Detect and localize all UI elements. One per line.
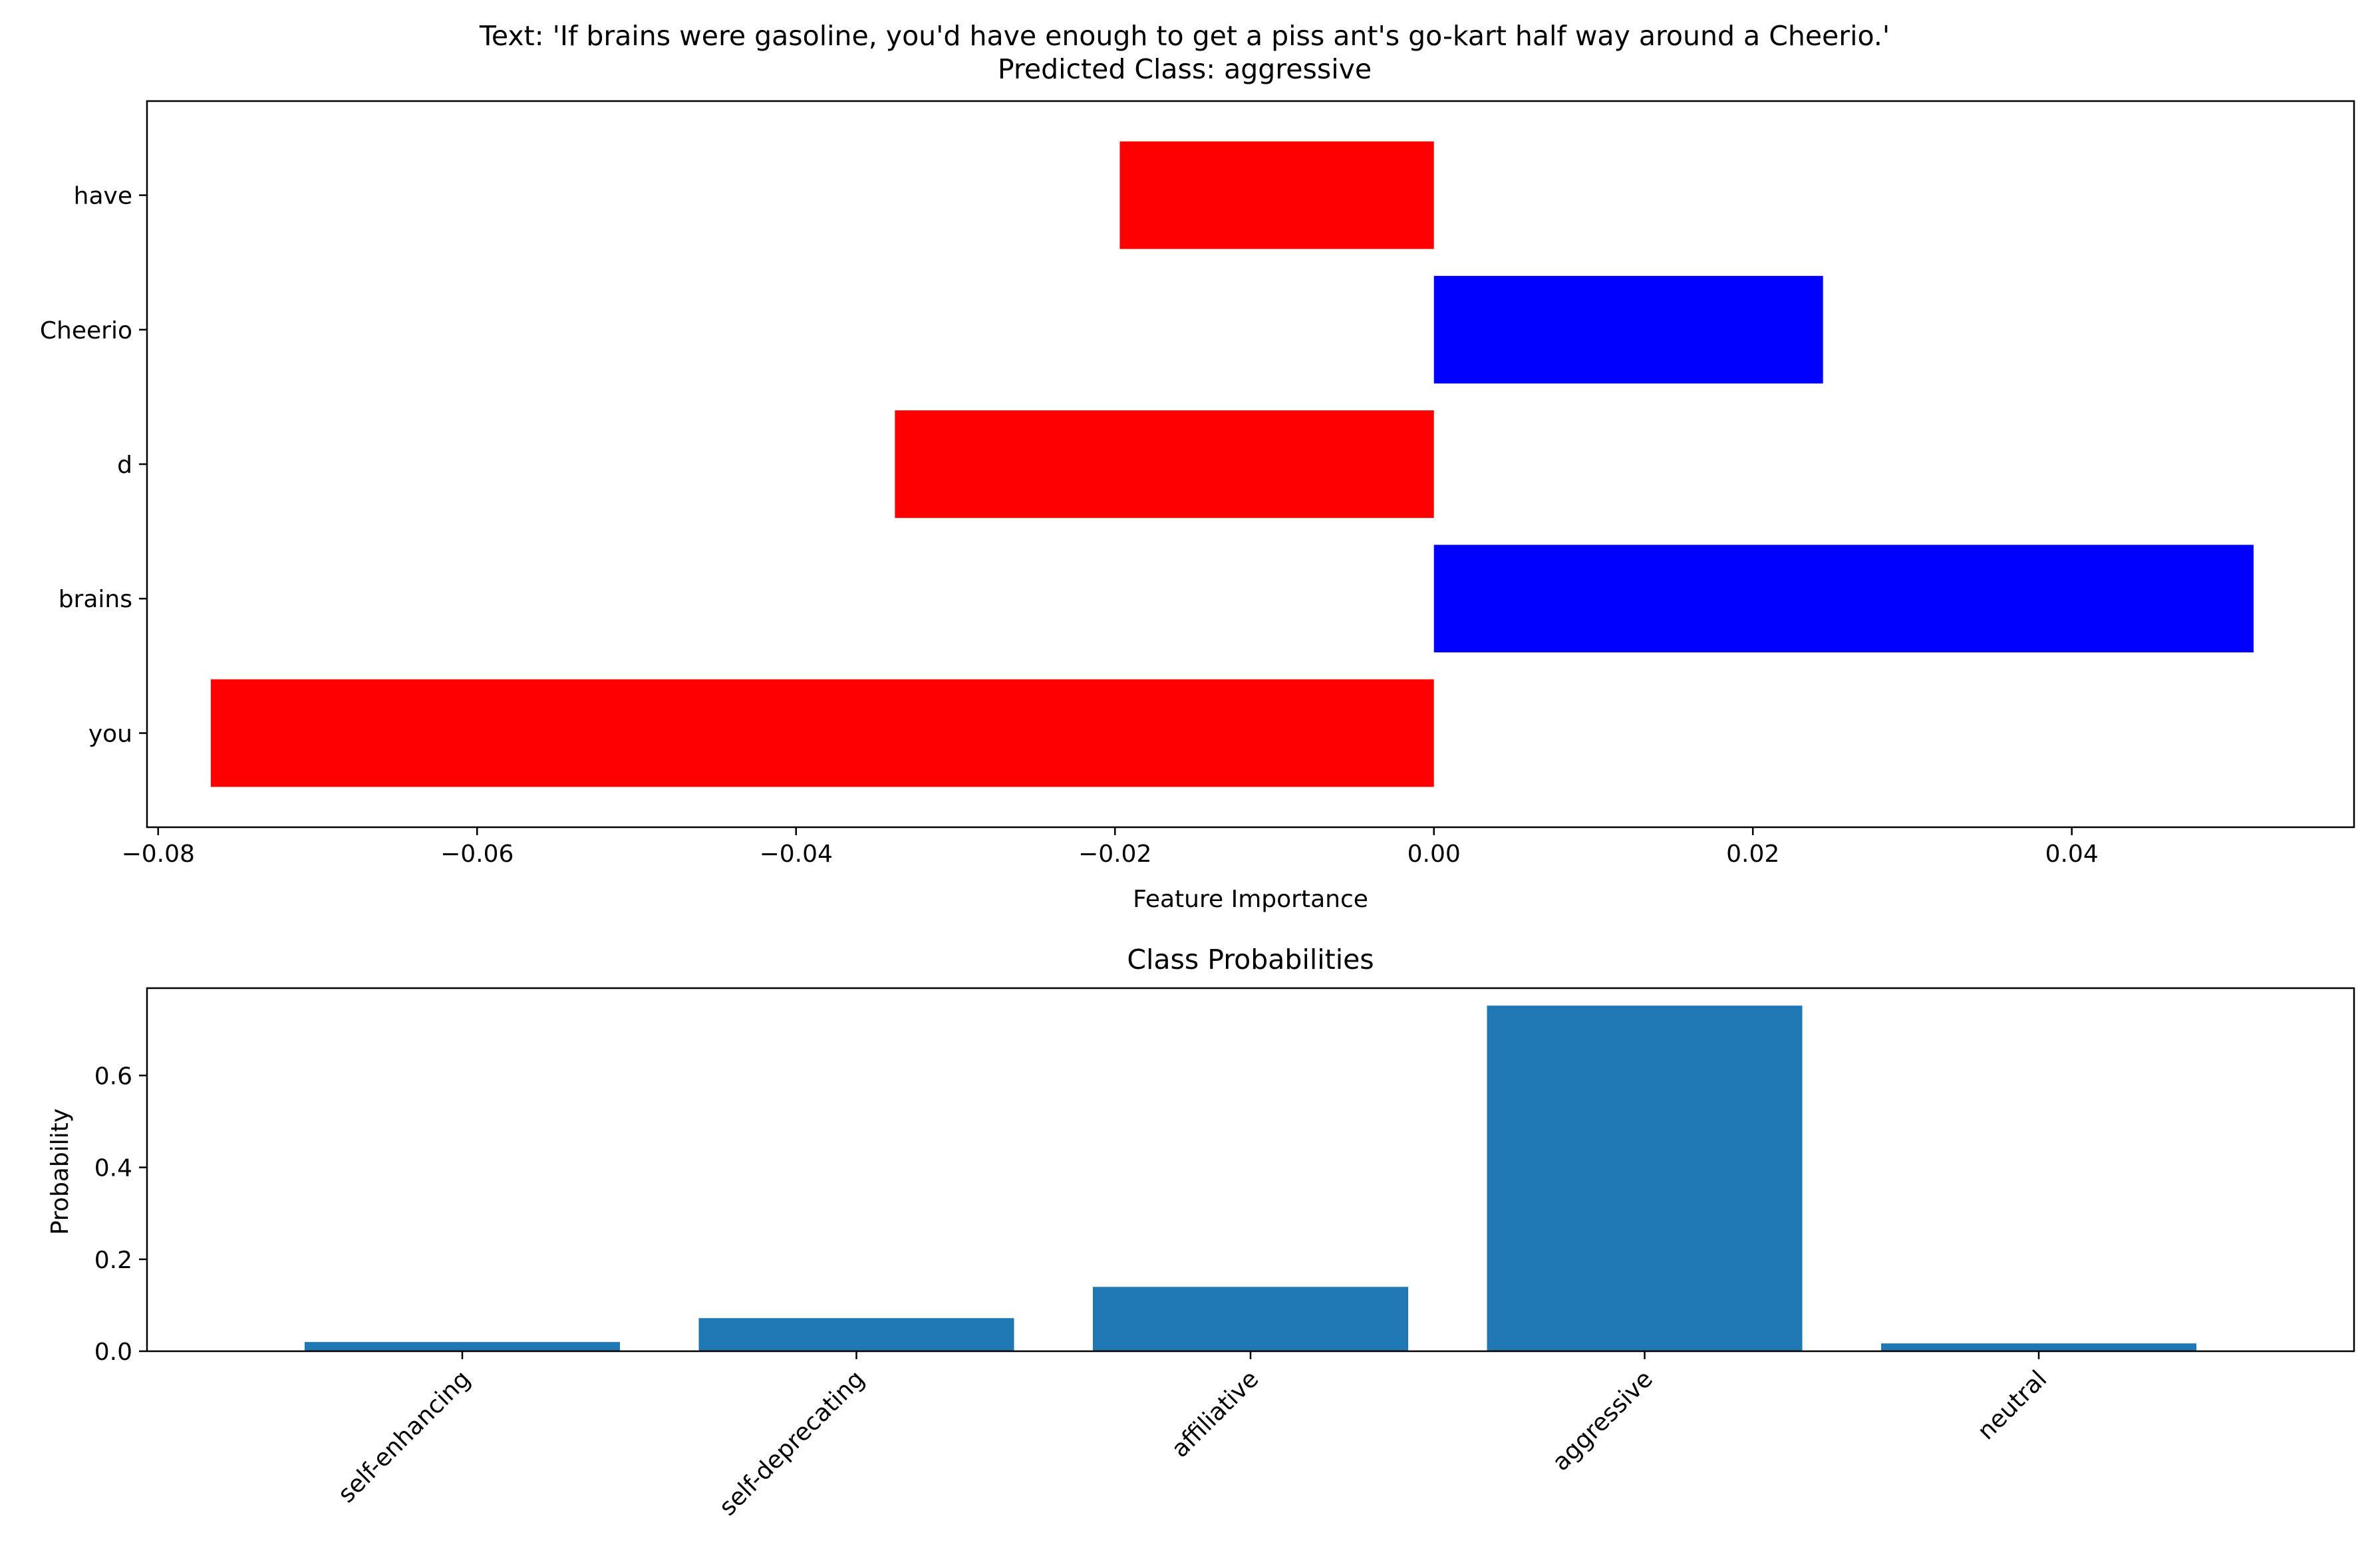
bar-aggressive bbox=[1487, 1005, 1803, 1351]
chart1-x-ticks: −0.08 −0.06 −0.04 −0.02 0.00 0.02 0.04 bbox=[122, 827, 2099, 868]
chart1-bars bbox=[210, 141, 2254, 787]
x-tick-label: −0.02 bbox=[1078, 841, 1151, 868]
chart2-title: Class Probabilities bbox=[1127, 944, 1374, 976]
chart2-y-axis-label: Probability bbox=[47, 1109, 74, 1235]
x-tick-label: self-deprecating bbox=[714, 1365, 870, 1521]
x-tick-label: 0.00 bbox=[1408, 841, 1461, 868]
class-probabilities-chart: Class Probabilities 0.0 0.2 0.4 0.6 self-en… bbox=[47, 944, 2355, 1521]
bar-self-deprecating bbox=[698, 1318, 1014, 1351]
y-tick-label: 0.6 bbox=[94, 1063, 132, 1090]
y-tick-label: Cheerio bbox=[40, 317, 132, 344]
bar-affiliative bbox=[1093, 1287, 1408, 1351]
x-tick-label: aggressive bbox=[1547, 1365, 1658, 1476]
x-tick-label: affiliative bbox=[1167, 1365, 1264, 1463]
x-tick-label: self-enhancing bbox=[333, 1365, 476, 1508]
y-tick-label: 0.2 bbox=[94, 1247, 132, 1274]
feature-importance-chart: Text: 'If brains were gasoline, you'd ha… bbox=[40, 20, 2355, 913]
bar-brains bbox=[1433, 545, 2254, 653]
x-tick-label: −0.06 bbox=[440, 841, 514, 868]
bar-have bbox=[1119, 141, 1434, 249]
chart1-title-line2: Predicted Class: aggressive bbox=[998, 53, 1372, 85]
x-tick-label: −0.08 bbox=[122, 841, 195, 868]
bar-cheerio bbox=[1433, 275, 1823, 384]
y-tick-label: you bbox=[88, 720, 132, 747]
bar-neutral bbox=[1881, 1343, 2196, 1351]
x-tick-label: −0.04 bbox=[760, 841, 833, 868]
y-tick-label: 0.0 bbox=[94, 1339, 132, 1366]
x-tick-label: 0.02 bbox=[1726, 841, 1779, 868]
y-tick-label: have bbox=[74, 183, 132, 210]
bar-you bbox=[210, 679, 1434, 787]
x-tick-label: 0.04 bbox=[2045, 841, 2099, 868]
chart1-y-ticks: you brains d Cheerio have bbox=[40, 183, 147, 747]
bar-d bbox=[895, 410, 1434, 518]
chart2-x-ticks: self-enhancing self-deprecating affiliativ… bbox=[333, 1351, 2052, 1521]
chart1-title-line1: Text: 'If brains were gasoline, you'd ha… bbox=[479, 20, 1890, 52]
chart2-bars bbox=[305, 1005, 2196, 1351]
y-tick-label: brains bbox=[59, 586, 132, 613]
bar-self-enhancing bbox=[305, 1342, 620, 1351]
chart2-y-ticks: 0.0 0.2 0.4 0.6 bbox=[94, 1063, 147, 1366]
chart1-x-axis-label: Feature Importance bbox=[1133, 886, 1368, 913]
y-tick-label: 0.4 bbox=[94, 1155, 132, 1182]
x-tick-label: neutral bbox=[1972, 1365, 2052, 1445]
y-tick-label: d bbox=[117, 452, 132, 479]
